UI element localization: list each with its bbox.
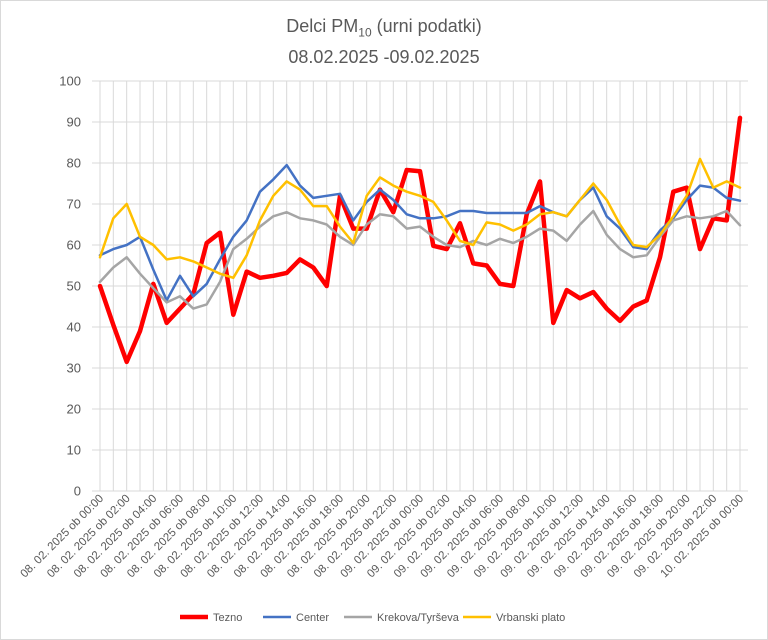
y-tick-label: 40	[67, 320, 81, 335]
y-tick-label: 80	[67, 156, 81, 171]
title-main: Delci PM	[286, 16, 359, 36]
y-tick-label: 90	[67, 115, 81, 130]
series-line-krekova-tyr-eva	[98, 209, 742, 310]
y-tick-label: 30	[67, 361, 81, 376]
title-subscript: 10	[358, 25, 372, 40]
y-tick-label: 10	[67, 443, 81, 458]
chart-title: Delci PM10 (urni podatki) 08.02.2025 -09…	[0, 14, 768, 69]
title-rest: (urni podatki)	[371, 16, 482, 36]
y-tick-label: 70	[67, 197, 81, 212]
chart-subtitle: 08.02.2025 -09.02.2025	[288, 46, 480, 67]
y-tick-label: 20	[67, 402, 81, 417]
legend-label: Vrbanski plato	[496, 612, 565, 624]
legend-label: Krekova/Tyrševa	[377, 612, 460, 624]
y-tick-label: 0	[74, 484, 81, 499]
series-line-center	[98, 163, 742, 302]
legend-label: Tezno	[213, 612, 242, 624]
title-line: Delci PM10 (urni podatki)	[0, 14, 768, 45]
y-tick-label: 50	[67, 279, 81, 294]
y-tick-label: 60	[67, 238, 81, 253]
legend-label: Center	[296, 612, 329, 624]
y-tick-label: 100	[59, 74, 81, 89]
